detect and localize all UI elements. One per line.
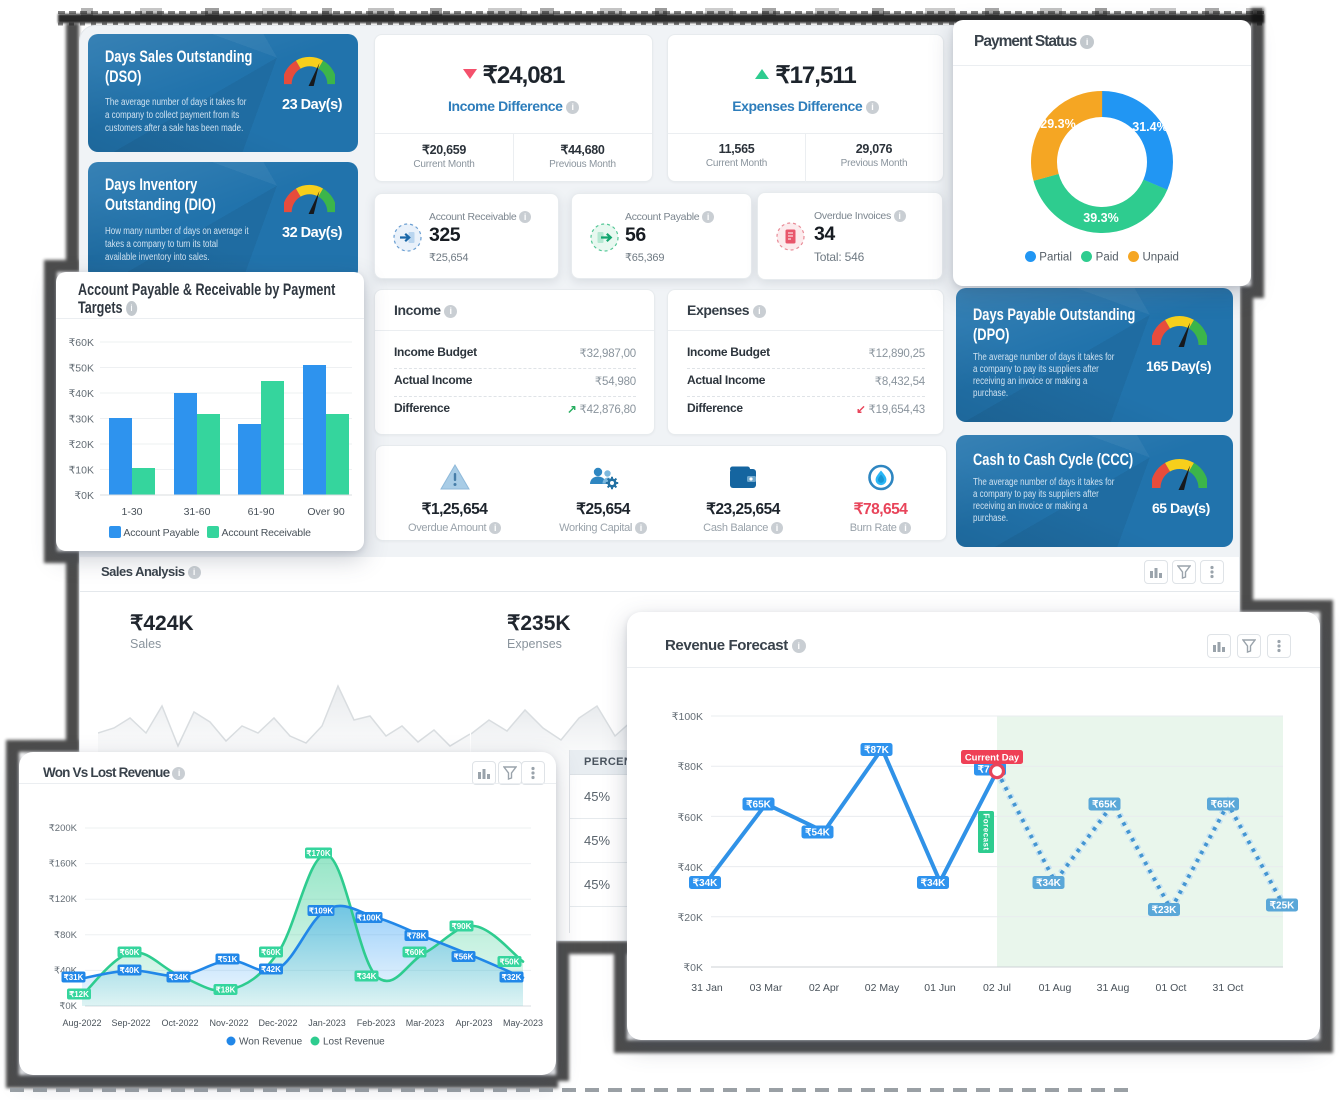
svg-text:₹40K: ₹40K — [69, 388, 94, 400]
svg-text:Oct-2022: Oct-2022 — [161, 1018, 198, 1028]
svg-text:Dec-2022: Dec-2022 — [258, 1018, 297, 1028]
svg-text:₹20K: ₹20K — [69, 439, 94, 451]
svg-text:₹65K: ₹65K — [1092, 800, 1117, 811]
svg-text:31.4%: 31.4% — [1132, 120, 1167, 134]
svg-text:₹200K: ₹200K — [49, 823, 78, 834]
svg-text:Sep-2022: Sep-2022 — [111, 1018, 150, 1028]
svg-text:03 Mar: 03 Mar — [750, 982, 783, 994]
svg-text:₹31K: ₹31K — [64, 973, 84, 982]
svg-text:31 Jan: 31 Jan — [691, 982, 723, 994]
svg-text:₹51K: ₹51K — [218, 955, 238, 964]
svg-text:01 Aug: 01 Aug — [1039, 982, 1072, 994]
svg-text:₹40K: ₹40K — [120, 966, 140, 975]
svg-text:₹34K: ₹34K — [1036, 878, 1061, 889]
svg-text:Jan-2023: Jan-2023 — [308, 1018, 346, 1028]
svg-text:₹87K: ₹87K — [864, 745, 889, 756]
svg-text:Forecast: Forecast — [982, 813, 991, 850]
svg-text:Mar-2023: Mar-2023 — [406, 1018, 445, 1028]
svg-text:₹25K: ₹25K — [1270, 901, 1295, 912]
svg-text:₹100K: ₹100K — [672, 711, 703, 723]
svg-text:₹34K: ₹34K — [693, 878, 718, 889]
svg-text:₹65K: ₹65K — [746, 800, 771, 811]
svg-text:₹12K: ₹12K — [69, 990, 89, 999]
svg-text:Apr-2023: Apr-2023 — [455, 1018, 492, 1028]
svg-text:61-90: 61-90 — [248, 506, 275, 518]
svg-text:₹0K: ₹0K — [683, 962, 703, 974]
svg-text:₹60K: ₹60K — [678, 812, 703, 824]
svg-text:₹40K: ₹40K — [678, 862, 703, 874]
svg-text:₹80K: ₹80K — [54, 930, 78, 941]
svg-text:₹34K: ₹34K — [169, 973, 189, 982]
svg-text:₹20K: ₹20K — [678, 912, 703, 924]
svg-text:02 May: 02 May — [865, 982, 900, 994]
svg-text:₹80K: ₹80K — [678, 761, 703, 773]
svg-text:₹100K: ₹100K — [357, 914, 381, 923]
svg-text:₹10K: ₹10K — [69, 465, 94, 477]
svg-text:Nov-2022: Nov-2022 — [209, 1018, 248, 1028]
svg-text:₹170K: ₹170K — [306, 849, 330, 858]
svg-text:02 Jul: 02 Jul — [983, 982, 1011, 994]
svg-text:01 Oct: 01 Oct — [1156, 982, 1187, 994]
svg-text:₹90K: ₹90K — [452, 922, 472, 931]
svg-text:Current Day: Current Day — [965, 753, 1020, 764]
svg-text:₹109K: ₹109K — [309, 907, 333, 916]
svg-text:Won Revenue: Won Revenue — [239, 1037, 303, 1048]
svg-text:Over 90: Over 90 — [307, 506, 345, 518]
svg-text:₹60K: ₹60K — [405, 948, 425, 957]
svg-text:02 Apr: 02 Apr — [809, 982, 840, 994]
svg-text:01 Jun: 01 Jun — [924, 982, 956, 994]
svg-text:₹54K: ₹54K — [805, 828, 830, 839]
svg-text:₹30K: ₹30K — [69, 414, 94, 426]
svg-text:₹65K: ₹65K — [1211, 800, 1236, 811]
svg-text:₹60K: ₹60K — [69, 337, 94, 349]
svg-text:₹0K: ₹0K — [74, 490, 94, 502]
svg-text:31-60: 31-60 — [184, 506, 211, 518]
svg-text:₹60K: ₹60K — [261, 948, 281, 957]
svg-text:1-30: 1-30 — [121, 506, 142, 518]
svg-text:₹18K: ₹18K — [216, 986, 236, 995]
svg-text:₹40K: ₹40K — [54, 965, 78, 976]
svg-text:29.3%: 29.3% — [1040, 117, 1075, 131]
svg-text:₹50K: ₹50K — [500, 958, 520, 967]
svg-text:₹42K: ₹42K — [261, 965, 281, 974]
svg-text:₹50K: ₹50K — [69, 363, 94, 375]
svg-text:May-2023: May-2023 — [503, 1018, 543, 1028]
svg-text:31 Oct: 31 Oct — [1213, 982, 1244, 994]
svg-text:₹120K: ₹120K — [49, 894, 78, 905]
svg-text:₹160K: ₹160K — [49, 859, 78, 870]
svg-text:₹56K: ₹56K — [454, 953, 474, 962]
svg-text:₹60K: ₹60K — [120, 948, 140, 957]
svg-text:₹34K: ₹34K — [921, 878, 946, 889]
svg-text:₹32K: ₹32K — [502, 973, 522, 982]
svg-text:Feb-2023: Feb-2023 — [357, 1018, 396, 1028]
svg-text:₹23K: ₹23K — [1152, 905, 1177, 916]
svg-text:₹0K: ₹0K — [59, 1001, 77, 1012]
svg-text:39.3%: 39.3% — [1083, 211, 1118, 225]
svg-text:₹78K: ₹78K — [407, 932, 427, 941]
svg-text:₹34K: ₹34K — [357, 972, 377, 981]
svg-text:Aug-2022: Aug-2022 — [62, 1018, 101, 1028]
svg-text:Lost Revenue: Lost Revenue — [323, 1037, 385, 1048]
svg-text:31 Aug: 31 Aug — [1097, 982, 1130, 994]
